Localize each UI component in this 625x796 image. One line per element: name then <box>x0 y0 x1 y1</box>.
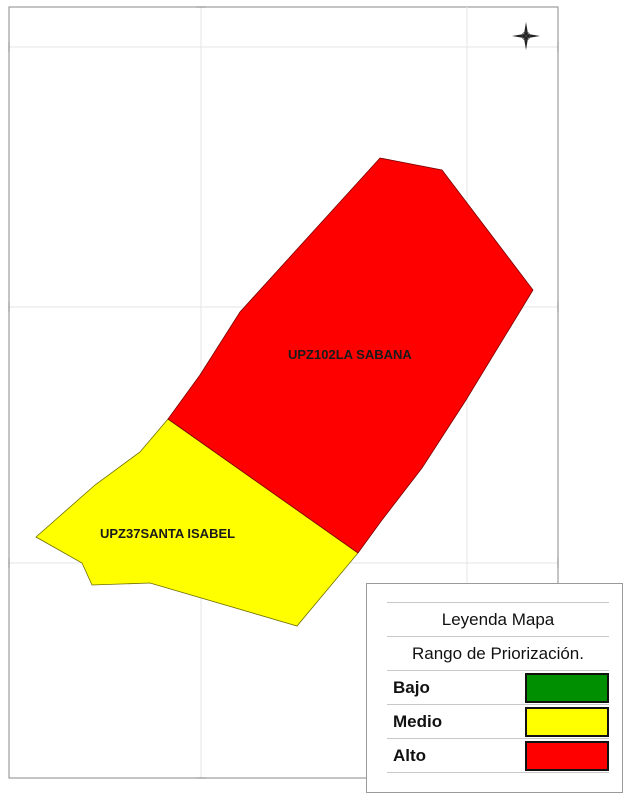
legend-swatch-bajo <box>525 672 609 703</box>
region-label-la-sabana: UPZ102LA SABANA <box>288 347 412 362</box>
legend-label-bajo: Bajo <box>387 670 527 705</box>
legend-subtitle: Rango de Priorización. <box>387 636 609 671</box>
frame-ticks <box>8 6 559 779</box>
legend-row-bajo: Bajo <box>387 670 609 705</box>
legend-label-alto: Alto <box>387 738 527 773</box>
legend-swatch-medio <box>525 706 609 737</box>
region-upz102-la-sabana[interactable] <box>167 157 534 554</box>
region-label-santa-isabel: UPZ37SANTA ISABEL <box>100 526 235 541</box>
legend-row-medio: Medio <box>387 704 609 739</box>
compass-rose-icon <box>512 22 540 50</box>
legend-title: Leyenda Mapa <box>387 602 609 637</box>
legend-label-medio: Medio <box>387 704 527 739</box>
map-frame <box>8 6 559 779</box>
legend-swatch-alto <box>525 740 609 771</box>
map-legend: Leyenda Mapa Rango de Priorización. Bajo… <box>366 583 623 793</box>
region-upz37-santa-isabel[interactable] <box>35 418 359 627</box>
legend-row-alto: Alto <box>387 738 609 773</box>
legend-table: Leyenda Mapa Rango de Priorización. Bajo… <box>387 602 609 773</box>
